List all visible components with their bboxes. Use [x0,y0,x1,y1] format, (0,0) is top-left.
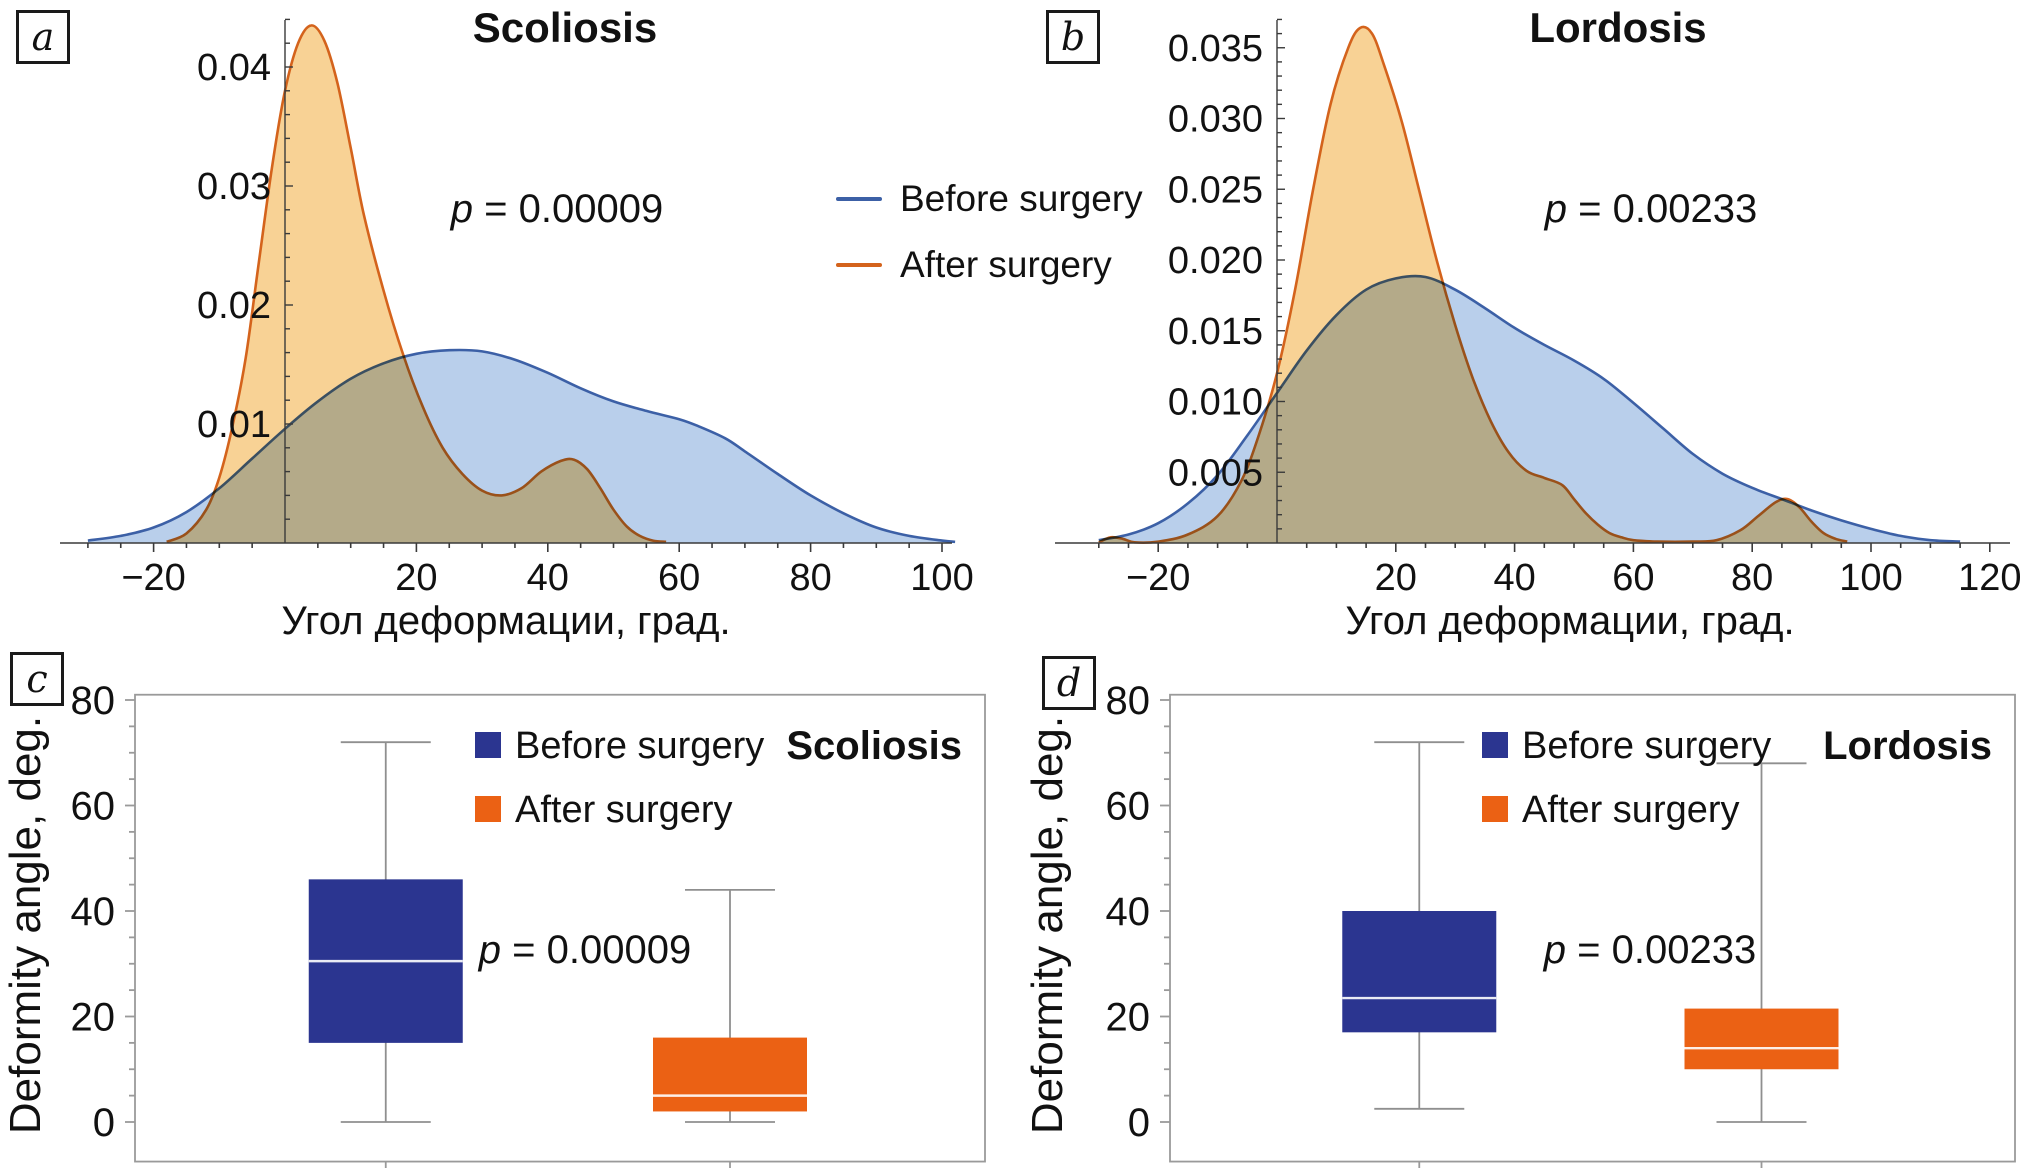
panel-label-c: c [10,652,64,706]
box-before-surgery [308,741,463,1123]
y-tick-label: 0.03 [197,166,271,208]
y-axis: 0 20 40 60 80 [1106,679,1170,1145]
y-tick-label: 60 [71,785,116,829]
y-tick-label: 0.025 [1168,169,1263,211]
box-after-surgery [1684,762,1839,1123]
y-tick-label: 0.01 [197,404,271,446]
panel-label-d: d [1042,656,1096,710]
y-tick-label: 0.035 [1168,28,1263,70]
panel-title: Lordosis [1529,4,1706,51]
box-before-surgery [1342,741,1497,1110]
legend-label: Before surgery [900,178,1143,219]
after-surgery-square-swatch [1482,796,1508,822]
y-tick-label: 0.02 [197,285,271,327]
panel-title: Scoliosis [786,724,962,768]
y-tick-label: 80 [71,679,116,723]
box-legend: Before surgery After surgery [1482,725,1771,831]
x-axis: −20 20 40 60 80 100 120 [1055,542,2020,599]
panel-title: Scoliosis [473,4,657,51]
panel-label-a: a [16,10,70,64]
panel-title: Lordosis [1823,724,1992,768]
x-tick-label: 20 [395,557,437,599]
x-tick-label: 20 [1375,557,1417,599]
legend-item-before-surgery: Before surgery [836,166,1143,232]
y-tick-label: 80 [1106,679,1151,723]
plot-frame [134,693,986,1163]
y-tick-label: 0.005 [1168,452,1263,494]
x-tick-label: −20 [121,557,185,599]
y-tick-label: 20 [71,996,116,1040]
y-tick-label: 40 [1106,890,1151,934]
density-legend: Before surgery After surgery [836,166,1143,298]
x-axis: −20 20 40 60 80 100 [60,542,974,599]
p-value-label: p = 0.00233 [1544,187,1757,231]
y-axis-title: Deformity angle, deg. [1023,716,1072,1134]
x-tick-label: 60 [658,557,700,599]
y-tick-label: 60 [1106,785,1151,829]
x-tick-label: 100 [910,557,973,599]
legend-item-after-surgery: After surgery [836,232,1143,298]
p-value-label: p = 0.00009 [450,187,663,231]
panel-label-b: b [1046,10,1100,64]
x-tick-label: 40 [527,557,569,599]
plot-frame [1169,693,2016,1163]
legend-label: After surgery [515,789,733,831]
y-tick-label: 40 [71,890,116,934]
density-plot-lordosis: −20 20 40 60 80 100 1200.0050.0100.0150.0200.0… [1055,4,2020,643]
y-axis: 0.005 0.010 0.015 0.020 0.025 0.030 0.035 [1168,18,1285,543]
boxplot-lordosis: 0 20 40 60 80 Before surgery After surgery Lord… [1023,679,2016,1168]
y-tick-label: 0.04 [197,47,271,89]
legend-label: After surgery [900,244,1112,285]
y-tick-label: 0.030 [1168,99,1263,141]
density-series-before-surgery [1098,274,1961,543]
before-surgery-square-swatch [475,732,501,758]
after-surgery-square-swatch [475,796,501,822]
box-legend: Before surgery After surgery [475,725,764,831]
p-value-label: p = 0.00233 [1543,928,1756,972]
x-axis-title: Угол деформации, град. [281,599,730,643]
x-tick-label: 80 [789,557,831,599]
y-tick-label: 0.015 [1168,311,1263,353]
x-tick-label: 100 [1839,557,1902,599]
before-surgery-line-swatch [836,197,882,201]
x-tick-label: 40 [1493,557,1535,599]
y-axis-title: Deformity angle, deg. [1,716,50,1134]
density-plot-scoliosis: −20 20 40 60 80 100 0.01 0.02 0.03 0.04 Scoliosis p… [60,4,974,643]
y-tick-label: 0 [1128,1101,1150,1145]
x-tick-label: 120 [1958,557,2020,599]
y-tick-label: 20 [1106,996,1151,1040]
boxplot-scoliosis: 0 20 40 60 80 Before surgery After surgery Scol… [1,679,986,1168]
y-tick-label: 0 [93,1101,115,1145]
x-tick-label: −20 [1126,557,1190,599]
density-series-before-surgery [87,348,956,544]
legend-label: Before surgery [515,725,764,767]
y-axis: 0.01 0.02 0.03 0.04 [197,18,293,543]
x-axis-title: Угол деформации, град. [1345,599,1794,643]
legend-label: Before surgery [1522,725,1771,767]
y-tick-label: 0.020 [1168,240,1263,282]
after-surgery-line-swatch [836,263,882,267]
before-surgery-square-swatch [1482,732,1508,758]
legend-label: After surgery [1522,789,1740,831]
y-tick-label: 0.010 [1168,382,1263,424]
box-after-surgery [653,888,807,1123]
p-value-label: p = 0.00009 [478,928,691,972]
y-axis: 0 20 40 60 80 [71,679,135,1145]
x-tick-label: 80 [1731,557,1773,599]
x-tick-label: 60 [1612,557,1654,599]
